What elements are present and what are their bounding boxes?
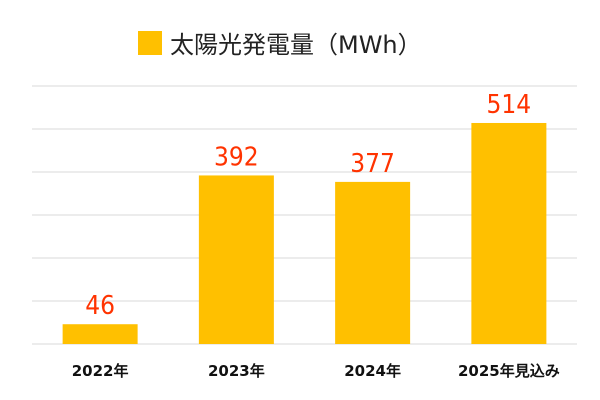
data-label: 514 — [487, 90, 532, 120]
bar — [198, 175, 274, 344]
category-label: 2023年 — [208, 362, 265, 380]
category-labels: 2022年 2023年 2024年 2025年見込み — [72, 362, 560, 380]
bar — [335, 181, 411, 344]
bars — [62, 122, 547, 344]
gridlines — [32, 85, 577, 345]
data-label: 392 — [214, 142, 259, 172]
data-labels: 46 392 377 514 — [85, 90, 531, 321]
legend-swatch — [138, 31, 162, 55]
legend-label: 太陽光発電量（MWh） — [170, 31, 422, 59]
category-label: 2022年 — [72, 362, 129, 380]
category-label: 2025年見込み — [458, 362, 560, 380]
data-label: 46 — [85, 291, 115, 321]
data-label: 377 — [350, 149, 395, 179]
bar — [471, 122, 547, 344]
category-label: 2024年 — [344, 362, 401, 380]
legend: 太陽光発電量（MWh） — [138, 31, 422, 59]
bar — [62, 324, 138, 344]
